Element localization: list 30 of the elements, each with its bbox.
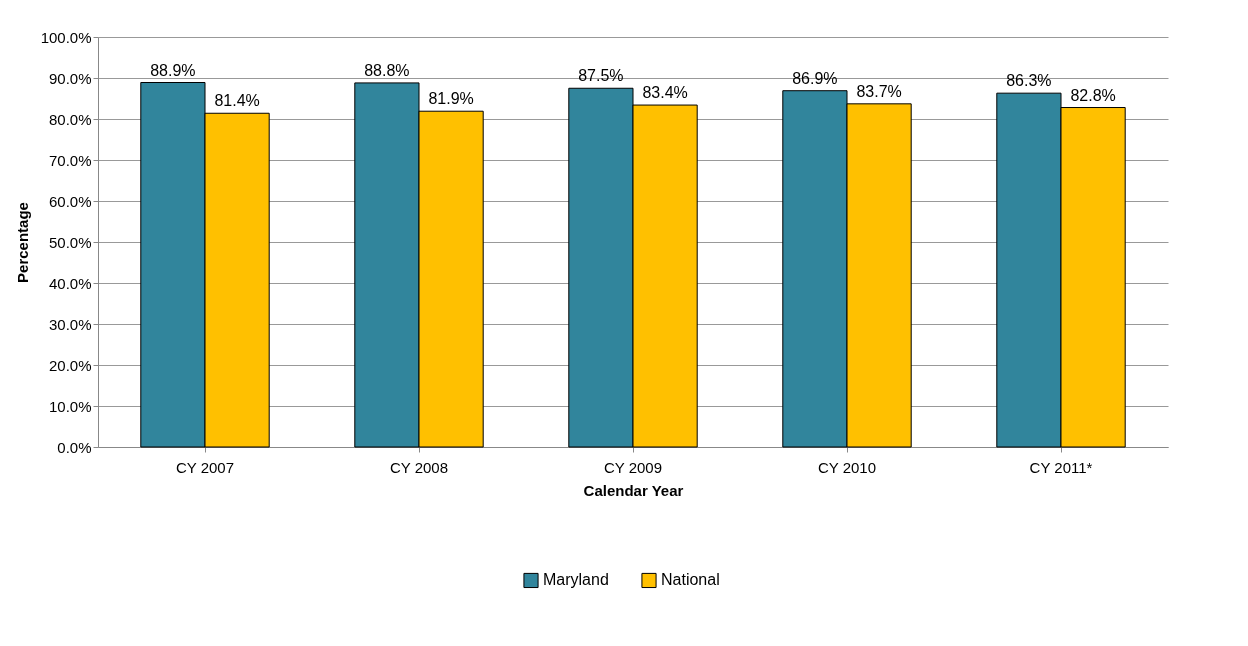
legend-label: National bbox=[661, 571, 720, 589]
data-label: 88.8% bbox=[364, 61, 410, 79]
data-label: 86.9% bbox=[792, 69, 838, 87]
data-label: 87.5% bbox=[578, 67, 624, 85]
y-tick-label: 0.0% bbox=[57, 438, 92, 456]
x-axis-title: Calendar Year bbox=[583, 481, 684, 499]
y-tick-label: 60.0% bbox=[48, 192, 92, 210]
data-label: 88.9% bbox=[150, 61, 196, 79]
x-tick-label: CY 2009 bbox=[603, 458, 663, 476]
y-tick-label: 30.0% bbox=[48, 315, 92, 333]
x-tick-label: CY 2011* bbox=[1029, 458, 1093, 476]
y-tick-label: 80.0% bbox=[48, 110, 92, 128]
y-tick-label: 90.0% bbox=[48, 69, 92, 87]
x-tick-label: CY 2010 bbox=[817, 458, 877, 476]
y-tick-label: 20.0% bbox=[48, 356, 92, 374]
y-tick-label: 100.0% bbox=[40, 28, 92, 46]
data-label: 82.8% bbox=[1070, 86, 1116, 104]
y-axis-title: Percentage bbox=[13, 202, 31, 283]
data-label: 86.3% bbox=[1006, 72, 1052, 90]
data-label: 83.7% bbox=[856, 82, 902, 100]
y-tick-label: 40.0% bbox=[48, 274, 92, 292]
y-tick-label: 10.0% bbox=[48, 397, 92, 415]
x-tick-label: CY 2008 bbox=[389, 458, 449, 476]
data-label: 83.4% bbox=[642, 84, 688, 102]
legend-label: Maryland bbox=[543, 571, 609, 589]
x-tick-label: CY 2007 bbox=[175, 458, 235, 476]
y-tick-label: 50.0% bbox=[48, 233, 92, 251]
y-tick-label: 70.0% bbox=[48, 151, 92, 169]
data-label: 81.4% bbox=[214, 92, 260, 110]
data-label: 81.9% bbox=[428, 90, 474, 108]
